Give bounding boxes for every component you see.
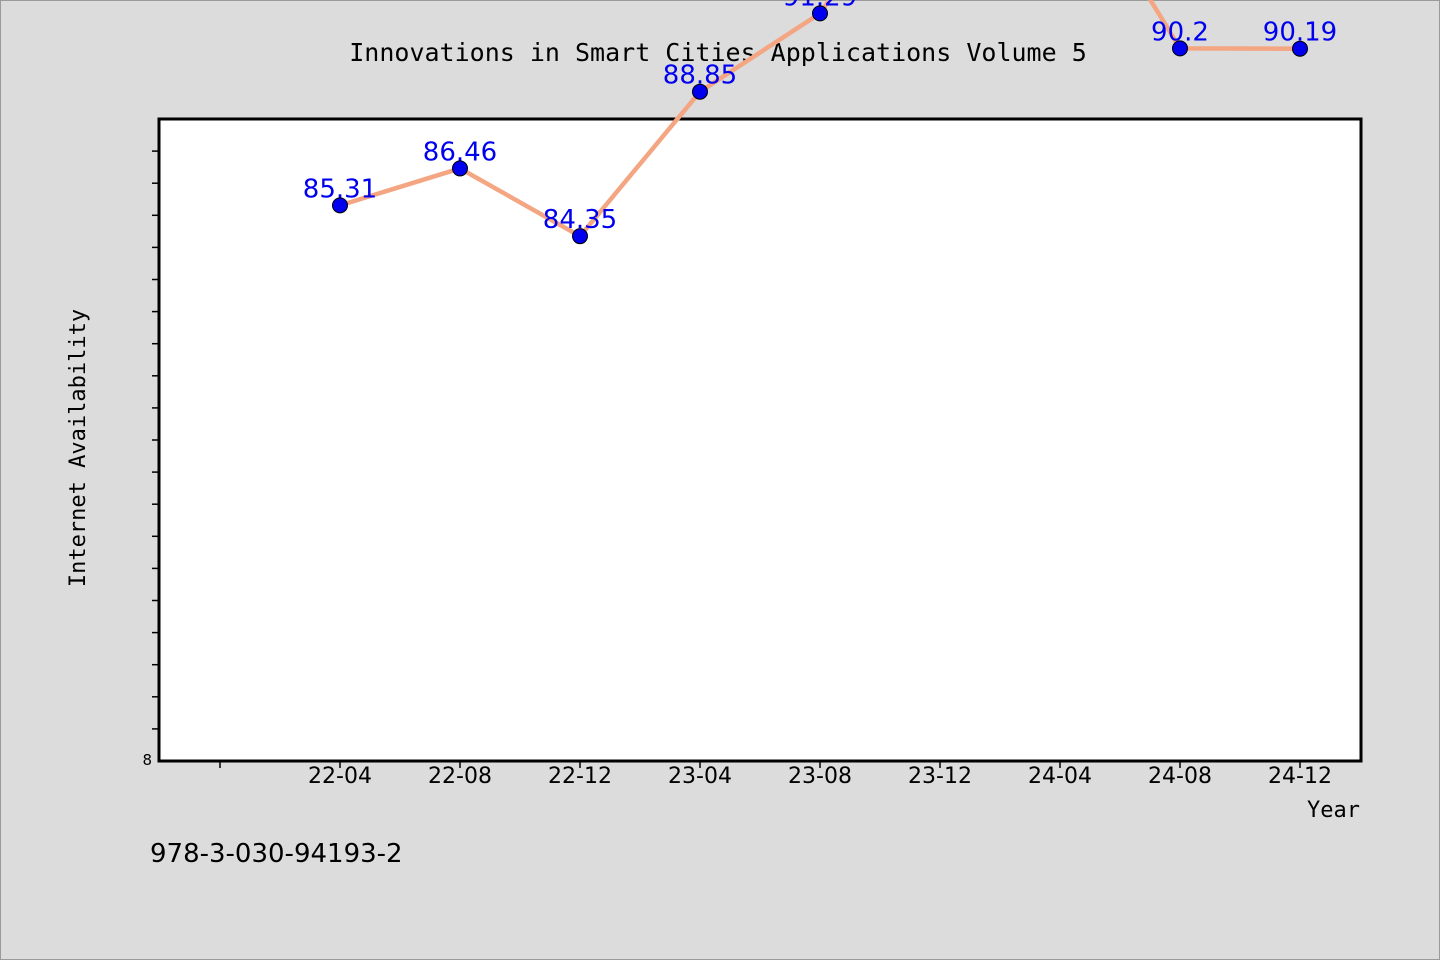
- data-point: [692, 83, 708, 100]
- x-axis-label: Year: [1307, 798, 1360, 823]
- isbn-footer: 978-3-030-94193-2: [150, 839, 403, 869]
- data-point: [332, 197, 348, 214]
- data-point: [1292, 40, 1308, 57]
- plot-area: [157, 117, 1363, 763]
- data-label: 90.2: [1151, 17, 1209, 47]
- x-tick-label: 24-12: [1268, 764, 1332, 789]
- x-tick-label: 22-12: [548, 764, 612, 789]
- x-tick-label: 23-12: [908, 764, 972, 789]
- x-tick-label: 24-04: [1028, 764, 1092, 789]
- x-axis-ticks: [219, 761, 1301, 768]
- y-axis-min-tick-label: 8: [142, 751, 152, 769]
- data-point: [572, 228, 588, 245]
- x-tick-label: 22-04: [308, 764, 372, 789]
- data-label: 91.29: [783, 0, 857, 12]
- x-tick-label: 23-04: [668, 764, 732, 789]
- x-tick-label: 22-08: [428, 764, 492, 789]
- data-label: 86.46: [423, 137, 497, 167]
- x-axis-tick-labels: 22-04 22-08 22-12 23-04 23-08 23-12 24-04 24-08…: [308, 764, 1332, 789]
- data-label: 90.19: [1263, 18, 1337, 48]
- x-tick-label: 24-08: [1148, 764, 1212, 789]
- y-axis-ticks: [152, 150, 159, 730]
- data-point: [1172, 40, 1188, 57]
- data-label: 85.31: [303, 174, 377, 204]
- data-label: 88.85: [663, 61, 737, 91]
- data-point: [452, 160, 468, 177]
- x-tick-label: 23-08: [788, 764, 852, 789]
- data-label: 84.35: [543, 205, 617, 235]
- y-axis-label: Internet Availability: [66, 309, 91, 587]
- data-point: [812, 5, 828, 22]
- chart-title: Innovations in Smart Cities Applications…: [349, 38, 1087, 67]
- series-line-group: 85.3186.4684.3588.8591.2996.6296.3190.29…: [303, 0, 1337, 245]
